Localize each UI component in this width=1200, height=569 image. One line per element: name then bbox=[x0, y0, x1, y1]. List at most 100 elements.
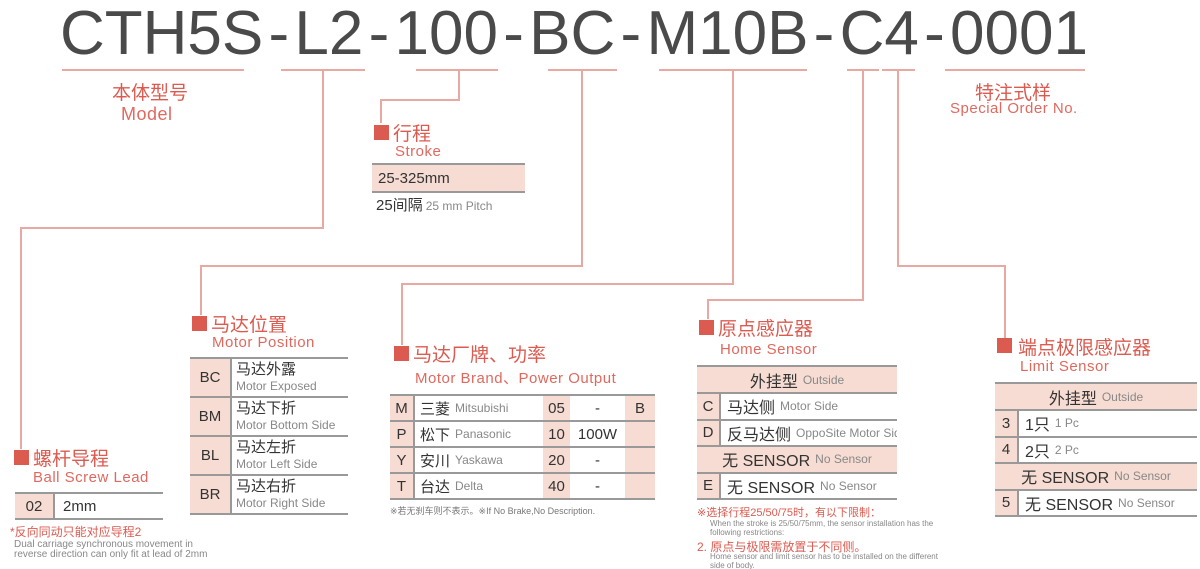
connector bbox=[20, 227, 324, 229]
table-row: 外挂型 Outside bbox=[697, 367, 897, 394]
brake-code bbox=[625, 448, 655, 472]
code-special: 0001 bbox=[950, 0, 1088, 68]
brand-zh: 台达 bbox=[420, 478, 451, 496]
bullet-square-icon bbox=[699, 320, 714, 335]
connector bbox=[200, 265, 583, 267]
brake-code bbox=[625, 422, 655, 446]
lead-note-zh: *反向同动只能对应导程2 bbox=[10, 525, 142, 539]
bullet-square-icon bbox=[192, 316, 207, 331]
lead-value: 2mm bbox=[63, 497, 97, 515]
sensor-zh: 马达侧 bbox=[727, 400, 776, 418]
sensor-code: E bbox=[697, 473, 721, 498]
sensor-zh: 2只 bbox=[1025, 443, 1050, 461]
bullet-square-icon bbox=[997, 338, 1012, 353]
table-row: Y 安川 Yaskawa 20 - bbox=[390, 448, 655, 474]
lead-code: 02 bbox=[15, 494, 55, 518]
brake-code: B bbox=[625, 396, 655, 420]
position-en: Motor Right Side bbox=[236, 495, 326, 510]
table-row: 无 SENSOR No Sensor bbox=[697, 447, 897, 474]
brand-zh: 三菱 bbox=[420, 400, 451, 418]
sensor-en: No Sensor bbox=[820, 478, 877, 493]
sensor-desc: 马达侧 Motor Side bbox=[721, 394, 897, 419]
code-sep: - bbox=[268, 0, 290, 68]
sensor-code: C bbox=[697, 394, 721, 419]
table-row: BL 马达左折 Motor Left Side bbox=[190, 437, 348, 476]
connector bbox=[380, 99, 382, 123]
lead-note-en: Dual carriage synchronous movement in re… bbox=[14, 539, 208, 560]
connector bbox=[20, 227, 22, 449]
table-row: 4 2只 2 Pc bbox=[995, 437, 1197, 464]
motor-position-subtitle: Motor Position bbox=[212, 334, 315, 351]
code-sep: - bbox=[503, 0, 524, 68]
stroke-pitch-zh: 25间隔 bbox=[376, 197, 423, 214]
power-value: 100W bbox=[577, 425, 618, 443]
special-title: 特注式样 bbox=[975, 83, 1052, 104]
connector bbox=[1004, 265, 1006, 338]
sensor-desc: 2只 2 Pc bbox=[1019, 438, 1197, 463]
brand-code: M bbox=[390, 396, 415, 420]
code-model: CTH5S bbox=[60, 0, 264, 68]
position-desc: 马达右折 Motor Right Side bbox=[232, 476, 348, 513]
sensor-code: 3 bbox=[995, 411, 1019, 436]
table-row: M 三菱 Mitsubishi 05 - B bbox=[390, 396, 655, 422]
sensor-en: 2 Pc bbox=[1054, 442, 1079, 457]
sensor-desc: 无 SENSOR No Sensor bbox=[721, 474, 897, 499]
lead-title: 螺杆导程 bbox=[33, 449, 110, 470]
brand-name: 台达 Delta bbox=[415, 474, 543, 498]
table-row: 5 无 SENSOR No Sensor bbox=[995, 490, 1197, 517]
bullet-square-icon bbox=[14, 450, 29, 465]
position-code: BR bbox=[190, 476, 232, 513]
sensor-group-en: Outside bbox=[1101, 389, 1144, 404]
motor-brand-note: ※若无刹车则不表示。※If No Brake,No Description. bbox=[390, 506, 596, 516]
sensor-en: OppoSite Motor Side bbox=[796, 425, 897, 440]
home-note1-zh: ※选择行程25/50/75时，有以下限制： bbox=[697, 507, 882, 519]
connector bbox=[707, 299, 864, 301]
connector bbox=[862, 70, 864, 301]
table-row: T 台达 Delta 40 - bbox=[390, 474, 655, 500]
bullet-square-icon bbox=[374, 125, 389, 140]
code-motor-position: BC bbox=[529, 0, 616, 68]
connector bbox=[897, 265, 1006, 267]
stroke-pitch: 25间隔 25 mm Pitch bbox=[376, 194, 492, 215]
sensor-code: 5 bbox=[995, 490, 1019, 515]
connector bbox=[458, 70, 460, 101]
connector bbox=[581, 70, 583, 267]
brand-zh: 松下 bbox=[420, 426, 451, 444]
home-sensor-table: 外挂型 Outside C 马达侧 Motor Side D 反马达侧 OppoSite Mo… bbox=[697, 365, 897, 500]
table-row: BC 马达外露 Motor Exposed bbox=[190, 359, 348, 398]
motor-position-table: BC 马达外露 Motor Exposed BM 马达下折 Motor Bottom Si… bbox=[190, 357, 348, 515]
sensor-desc: 无 SENSOR No Sensor bbox=[1019, 491, 1197, 516]
code-sep: - bbox=[620, 0, 642, 68]
position-en: Motor Exposed bbox=[236, 378, 317, 393]
power-code: 05 bbox=[543, 396, 570, 420]
position-en: Motor Bottom Side bbox=[236, 417, 336, 432]
sensor-group-en: No Sensor bbox=[815, 452, 872, 467]
model-subtitle: Model bbox=[121, 104, 173, 124]
position-zh: 马达左折 bbox=[236, 438, 297, 456]
position-code: BC bbox=[190, 359, 232, 396]
table-row: C 马达侧 Motor Side bbox=[697, 394, 897, 421]
table-row: 无 SENSOR No Sensor bbox=[995, 464, 1197, 491]
power-code: 20 bbox=[543, 448, 570, 472]
position-desc: 马达左折 Motor Left Side bbox=[232, 437, 348, 474]
table-row: 02 2mm bbox=[15, 494, 163, 520]
position-desc: 马达外露 Motor Exposed bbox=[232, 359, 348, 396]
sensor-group-zh: 外挂型 bbox=[1048, 390, 1097, 408]
sensor-en: Motor Side bbox=[780, 399, 839, 414]
position-zh: 马达外露 bbox=[236, 360, 297, 378]
motor-position-title: 马达位置 bbox=[211, 315, 288, 336]
model-title: 本体型号 bbox=[112, 83, 189, 104]
code-stroke: 100 bbox=[394, 0, 498, 68]
sensor-group-header: 无 SENSOR No Sensor bbox=[697, 447, 897, 472]
underline bbox=[945, 69, 1085, 71]
limit-sensor-title: 端点极限感应器 bbox=[1018, 338, 1152, 359]
table-row: E 无 SENSOR No Sensor bbox=[697, 473, 897, 500]
sensor-group-en: Outside bbox=[802, 372, 845, 387]
stroke-table: 25-325mm bbox=[372, 163, 525, 193]
home-note2-en: Home sensor and limit sensor has to be i… bbox=[710, 552, 938, 569]
underline bbox=[62, 69, 244, 71]
connector bbox=[322, 70, 324, 228]
position-code: BM bbox=[190, 398, 232, 435]
underline bbox=[416, 69, 498, 71]
connector bbox=[401, 283, 403, 345]
